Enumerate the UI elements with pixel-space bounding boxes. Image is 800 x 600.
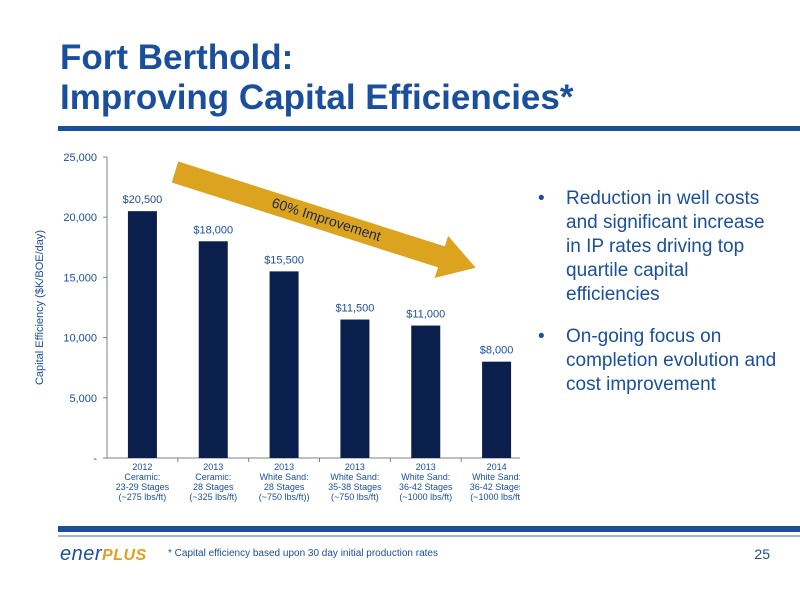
bar	[482, 361, 512, 458]
footer-divider	[58, 526, 800, 532]
bullet-item: • Reduction in well costs and significan…	[538, 187, 783, 307]
y-tick-label: -	[93, 453, 97, 465]
x-tick-label: 2013 Ceramic: 28 Stages (~325 lbs/ft)	[189, 462, 237, 502]
data-label: $8,000	[480, 345, 514, 357]
bar	[127, 211, 157, 458]
improvement-annotation: 60% Improvement	[270, 194, 383, 244]
bullet-text: On-going focus on completion evolution a…	[566, 326, 777, 395]
y-tick-label: 20,000	[63, 212, 97, 224]
bullet-item: • On-going focus on completion evolution…	[538, 325, 783, 397]
data-label: $15,500	[264, 254, 304, 266]
x-tick-label: 2013 White Sand: 28 Stages (~750 lbs/ft))	[259, 462, 310, 502]
page-title: Fort Berthold: Improving Capital Efficie…	[60, 38, 573, 118]
bullet-glyph: •	[538, 188, 545, 209]
x-tick-label: 2013 White Sand: 35-38 Stages (~750 lbs/ft)	[328, 462, 382, 502]
title-line-1: Fort Berthold:	[60, 38, 294, 77]
x-tick-label: 2013 White Sand: 36-42 Stages (~1000 lbs/ft…	[399, 462, 453, 502]
y-tick-label: 15,000	[63, 272, 97, 284]
improvement-arrow	[171, 161, 476, 278]
data-label: $11,500	[335, 303, 374, 315]
bar	[411, 325, 441, 458]
y-tick-label: 10,000	[63, 333, 97, 345]
data-label: $20,500	[123, 194, 163, 206]
bullet-glyph: •	[538, 326, 545, 347]
title-divider	[58, 126, 800, 131]
bar	[340, 319, 370, 458]
data-label: $11,000	[406, 309, 445, 321]
bar	[269, 271, 299, 458]
y-axis-label: Capital Efficiency ($K/BOE/day)	[34, 230, 46, 385]
bullet-text: Reduction in well costs and significant …	[566, 188, 765, 305]
y-tick-label: 25,000	[63, 152, 97, 164]
x-tick-label: 2012 Ceramic: 23-29 Stages (~275 lbs/ft)	[116, 462, 170, 502]
bullet-list: • Reduction in well costs and significan…	[538, 187, 783, 415]
enerplus-logo: enerPLUS	[60, 543, 147, 566]
page-number: 25	[754, 546, 770, 562]
logo-part-ener: ener	[60, 543, 103, 565]
footer-divider-thin	[58, 535, 800, 537]
title-line-2: Improving Capital Efficiencies*	[60, 78, 574, 117]
y-tick-label: 5,000	[69, 393, 97, 405]
data-label: $18,000	[193, 224, 233, 236]
footnote: * Capital efficiency based upon 30 day i…	[168, 548, 438, 559]
capital-efficiency-chart: - 5,000 10,000 15,000 20,000 25,000 Capital Ef…	[34, 152, 520, 502]
logo-part-plus: PLUS	[102, 547, 147, 564]
bar	[198, 241, 228, 458]
x-tick-label: 2014 White Sand: 36-42 Stages (~1000 lbs/ft…	[470, 462, 520, 502]
